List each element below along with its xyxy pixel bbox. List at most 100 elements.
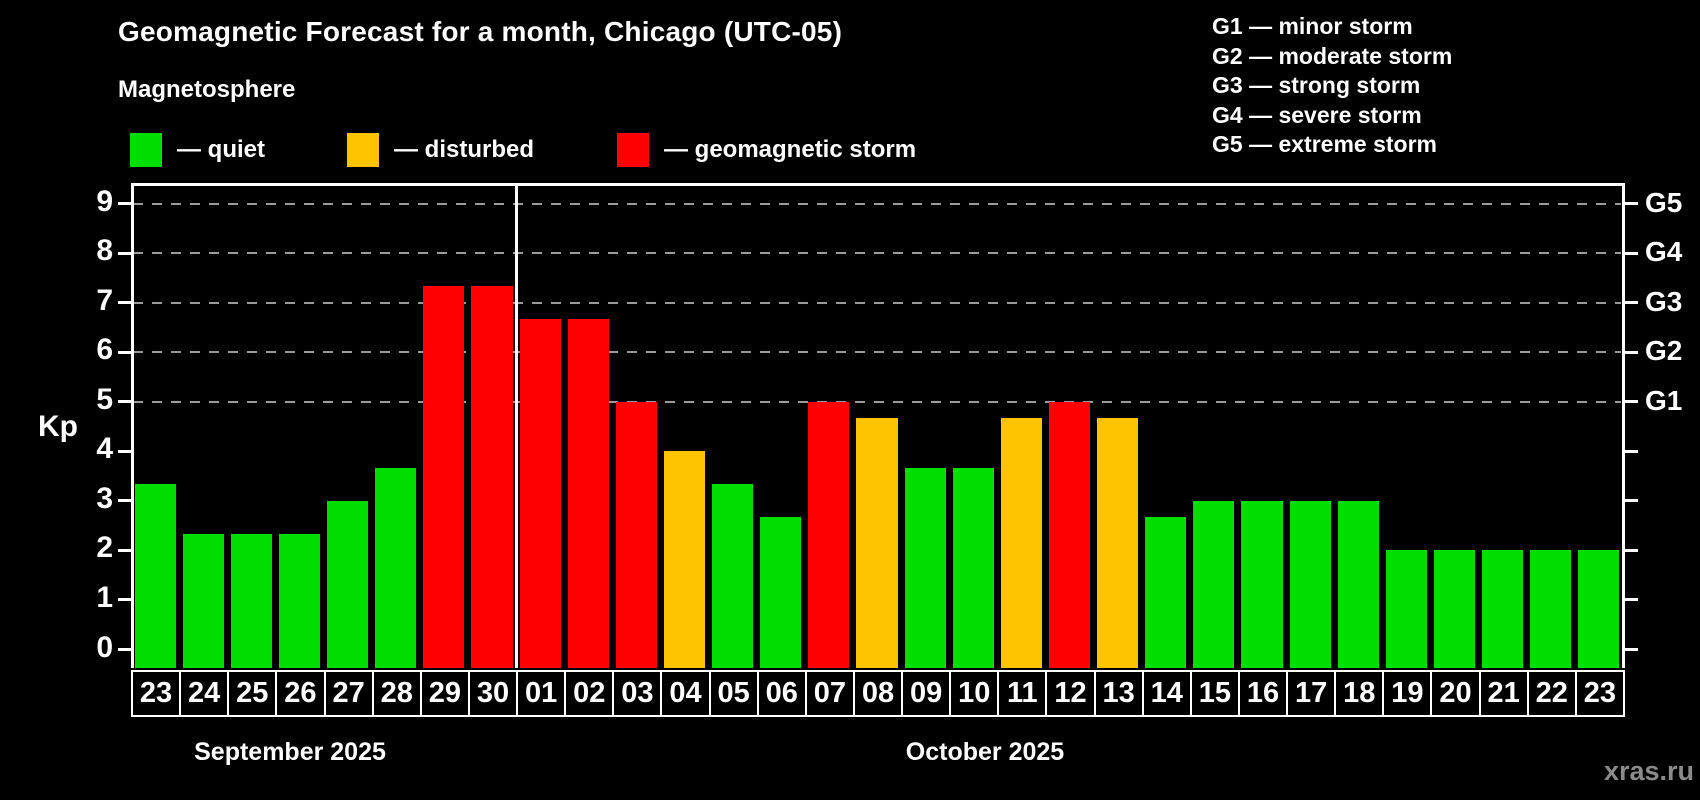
y-tick-label: 3: [96, 481, 113, 515]
storm-scale-line-g5: G5 — extreme storm: [1212, 131, 1437, 157]
right-axis-tick: [1624, 548, 1638, 552]
date-cell: 05: [708, 670, 759, 717]
date-cell: 23: [131, 670, 182, 717]
y-axis-tick: [118, 449, 132, 453]
date-cell: 21: [1478, 670, 1529, 717]
right-axis-tick: [1624, 499, 1638, 503]
storm-swatch-icon: [617, 133, 649, 167]
legend-item-disturbed: — disturbed: [347, 132, 534, 168]
kp-bar: [1337, 500, 1379, 668]
right-axis-tick: [1624, 648, 1638, 651]
y-axis-tick: [118, 400, 132, 404]
date-cell: 27: [323, 670, 374, 717]
y-tick-label: 5: [96, 382, 113, 416]
kp-bar: [952, 467, 994, 668]
kp-bar: [760, 517, 802, 668]
disturbed-swatch-icon: [347, 133, 379, 167]
date-cell: 04: [660, 670, 711, 717]
month-label-september: September 2025: [194, 738, 386, 766]
kp-bar: [1193, 500, 1235, 668]
kp-bar: [615, 401, 657, 668]
gridline-kp6: [133, 351, 1621, 354]
plot-top-border: [131, 183, 1625, 186]
y-axis-tick: [118, 251, 132, 255]
storm-scale-line-g2: G2 — moderate storm: [1212, 42, 1453, 69]
month-label-october: October 2025: [905, 738, 1065, 766]
date-cell: 23: [1574, 670, 1625, 717]
gridline-kp5: [133, 400, 1621, 403]
kp-bar: [1578, 550, 1620, 668]
kp-bar: [904, 467, 946, 668]
right-axis-tick: [1624, 350, 1638, 354]
g-level-label-g4: G4: [1645, 236, 1683, 268]
kp-bar: [856, 418, 898, 668]
date-cell: 28: [371, 670, 422, 717]
storm-scale-line-g3: G3 — strong storm: [1212, 72, 1421, 98]
legend-label-quiet: — quiet: [177, 136, 265, 163]
y-axis-line: [131, 183, 134, 668]
date-cell: 29: [419, 670, 470, 717]
kp-bar: [1145, 517, 1187, 668]
date-cell: 15: [1189, 670, 1240, 717]
kp-bar: [471, 286, 513, 668]
y-axis-tick: [118, 499, 132, 503]
date-cell: 02: [564, 670, 615, 717]
right-axis-tick: [1624, 301, 1638, 305]
date-cell: 12: [1045, 670, 1096, 717]
quiet-swatch-icon: [130, 133, 162, 167]
date-cell: 07: [804, 670, 855, 717]
g-level-label-g1: G1: [1645, 384, 1683, 416]
g-level-label-g3: G3: [1645, 285, 1683, 317]
gridline-kp7: [133, 301, 1621, 304]
kp-bar: [519, 319, 561, 668]
g-level-label-g5: G5: [1645, 186, 1683, 218]
gridline-kp8: [133, 252, 1621, 255]
y-axis-tick: [118, 548, 132, 552]
kp-bar: [278, 534, 320, 668]
y-axis-tick: [118, 350, 132, 354]
storm-scale-line-g4: G4 — severe storm: [1212, 101, 1422, 128]
kp-bar: [182, 534, 224, 668]
y-tick-label: 4: [96, 432, 113, 466]
date-cell: 01: [516, 670, 567, 717]
legend-label-storm: — geomagnetic storm: [664, 136, 917, 163]
gridline-kp9: [133, 202, 1621, 205]
kp-bar: [134, 484, 176, 668]
storm-scale-legend: G1 — minor storm G2 — moderate storm G3 …: [1212, 12, 1452, 160]
g-level-label-g2: G2: [1645, 335, 1683, 367]
date-cell: 18: [1334, 670, 1385, 717]
kp-bar: [1482, 550, 1524, 668]
kp-bar: [1433, 550, 1476, 668]
date-cell: 08: [852, 670, 904, 717]
date-cell: 30: [467, 670, 519, 717]
chart-subtitle: Magnetosphere: [118, 76, 296, 103]
date-cell: 11: [997, 670, 1048, 717]
y-tick-label: 9: [96, 184, 113, 218]
kp-bar: [375, 467, 417, 668]
legend-item-quiet: — quiet: [130, 132, 265, 168]
month-separator-line: [515, 183, 518, 668]
kp-bar: [1530, 550, 1572, 668]
storm-scale-line-g1: G1 — minor storm: [1212, 13, 1413, 39]
date-cell: 14: [1141, 670, 1192, 717]
y-tick-label: 7: [96, 283, 113, 317]
right-axis-tick: [1624, 251, 1638, 255]
kp-bar: [808, 401, 850, 668]
kp-bar: [1385, 550, 1427, 668]
right-axis-tick: [1624, 449, 1638, 453]
kp-bar: [327, 500, 369, 668]
date-cell: 10: [949, 670, 1000, 717]
y-tick-label: 6: [96, 333, 113, 367]
date-cell: 26: [275, 670, 326, 717]
y-axis-tick: [118, 598, 132, 602]
legend-label-disturbed: — disturbed: [394, 136, 535, 163]
kp-bar: [712, 484, 754, 668]
date-cell: 19: [1382, 670, 1433, 717]
y-axis-tick: [118, 301, 132, 305]
date-cell: 13: [1093, 670, 1144, 717]
date-cell: 03: [612, 670, 663, 717]
y-tick-label: 1: [96, 580, 113, 614]
y-tick-label: 2: [96, 531, 113, 565]
date-cell: 17: [1286, 670, 1337, 717]
